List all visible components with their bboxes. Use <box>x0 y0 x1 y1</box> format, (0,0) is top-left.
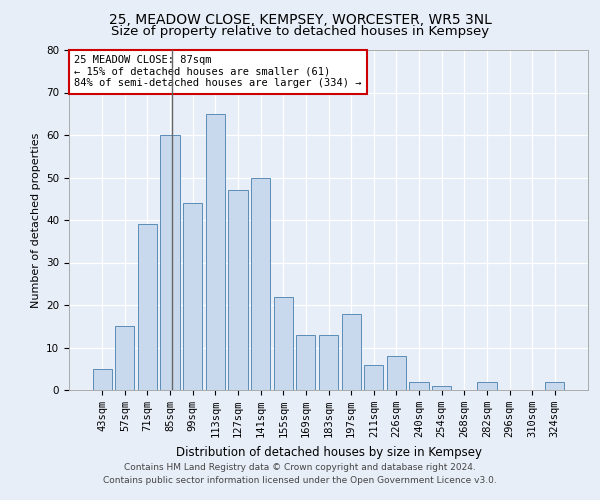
Bar <box>364 364 383 390</box>
Bar <box>251 178 270 390</box>
Bar <box>206 114 225 390</box>
Bar <box>545 382 565 390</box>
Bar <box>138 224 157 390</box>
Bar <box>229 190 248 390</box>
Bar <box>160 135 180 390</box>
Text: 25, MEADOW CLOSE, KEMPSEY, WORCESTER, WR5 3NL: 25, MEADOW CLOSE, KEMPSEY, WORCESTER, WR… <box>109 12 491 26</box>
Text: Contains public sector information licensed under the Open Government Licence v3: Contains public sector information licen… <box>103 476 497 485</box>
Bar <box>477 382 497 390</box>
Bar <box>387 356 406 390</box>
Text: Size of property relative to detached houses in Kempsey: Size of property relative to detached ho… <box>111 25 489 38</box>
Bar <box>341 314 361 390</box>
Text: Contains HM Land Registry data © Crown copyright and database right 2024.: Contains HM Land Registry data © Crown c… <box>124 464 476 472</box>
Bar <box>274 296 293 390</box>
Bar <box>115 326 134 390</box>
Bar <box>432 386 451 390</box>
Bar <box>409 382 428 390</box>
Bar <box>92 369 112 390</box>
Bar <box>319 335 338 390</box>
X-axis label: Distribution of detached houses by size in Kempsey: Distribution of detached houses by size … <box>176 446 482 458</box>
Bar <box>296 335 316 390</box>
Text: 25 MEADOW CLOSE: 87sqm
← 15% of detached houses are smaller (61)
84% of semi-det: 25 MEADOW CLOSE: 87sqm ← 15% of detached… <box>74 55 362 88</box>
Y-axis label: Number of detached properties: Number of detached properties <box>31 132 41 308</box>
Bar <box>183 203 202 390</box>
